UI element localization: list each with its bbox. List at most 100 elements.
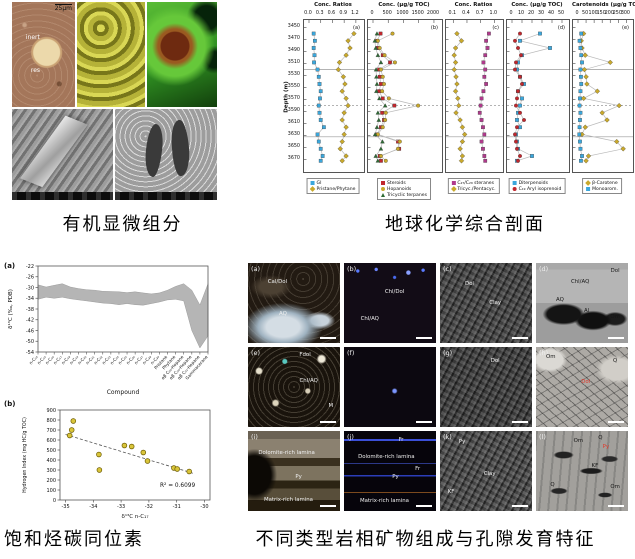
lithofacies-cell-b: (b) Chl/Dol Chl/AQ	[344, 263, 436, 343]
legend-marker-icon	[450, 186, 457, 192]
legend-marker-icon	[310, 181, 315, 185]
x-category-label: n-C₂₀	[77, 354, 88, 365]
legend-item: Pristane/Phytane	[309, 186, 355, 192]
plot-area: (d)	[506, 19, 570, 173]
depth-tick-label: 3510	[287, 60, 300, 66]
legend-label: Diterpenoids	[518, 180, 549, 186]
x-tick-label: 1000	[396, 11, 409, 16]
mineral-label: Dol	[464, 280, 474, 287]
x-tick-label: -33	[117, 504, 125, 510]
lithofacies-caption: 不同类型岩相矿物组成与孔隙发育特征	[255, 529, 596, 550]
x-tick-label: -32	[145, 504, 153, 510]
x-tick-label: 1.0	[489, 11, 498, 16]
legend-marker-icon	[381, 193, 386, 197]
scale-bar	[320, 505, 336, 507]
organic-matter-patch	[142, 122, 165, 178]
depth-tick-label: 3650	[287, 144, 300, 150]
y-tick-label: -54	[26, 350, 34, 356]
legend-marker-icon	[512, 187, 517, 191]
y-tick-label: 900	[46, 408, 56, 414]
lithofacies-cell-l: (l) Om Q Py KF Q Om	[536, 431, 628, 511]
x-category-label: n-C₂₅	[117, 354, 128, 365]
isotope-charts-panel: (a) -22 -26 -30 -34 -38 -42 -46 -50 -54 n-C₁₄ n-C₁…	[0, 258, 242, 558]
mineral-label: Dol	[610, 268, 620, 274]
x-tick-label: 0.1	[448, 11, 457, 16]
y-tick-label: 300	[46, 468, 56, 474]
scatter-x-axis-label: δ¹³C n-C₁₇	[121, 513, 148, 520]
depth-tick-label: 3490	[287, 48, 300, 54]
lithofacies-cell-g: (g) Dol	[440, 347, 532, 427]
mineral-label: Om	[545, 353, 556, 360]
band-chart-svg: -22-26-30-34-38-42-46-50-54n-C₁₄n-C₁₅n-C…	[7, 264, 209, 396]
depth-tick-label: 3470	[287, 36, 300, 42]
x-tick-label: 0.4	[462, 11, 470, 16]
column-tick-labels: 0 10 20 30 40 50	[506, 11, 568, 18]
mineral-label: Dolomite-rich lamina	[358, 453, 415, 460]
cell-letter: (a)	[251, 265, 261, 273]
scale-bar	[512, 337, 528, 339]
profile-plot: (a)	[304, 20, 364, 164]
column-tick-labels: 0.0 0.3 0.6 0.9 1.2	[303, 11, 363, 18]
scatter-y-axis-label: Hydrogen Index (mg HC/g TOC)	[22, 417, 28, 493]
column-legend: C₂₇/C₂₉ steranes Tricyc./Pentacyc.	[447, 178, 500, 194]
mineral-label: Chl/AQ	[360, 316, 379, 322]
x-category-label: n-C₂₃	[101, 354, 112, 365]
geochemical-profile-panel: Depth (m) 3450 3470 3490 3510 3530 3550 3570 35…	[283, 2, 635, 248]
y-tick-label: -50	[26, 339, 34, 345]
x-tick-label: 500	[382, 11, 392, 16]
scatter-point	[186, 468, 192, 475]
band-x-axis-label: Compound	[107, 389, 140, 396]
y-tick-label: -34	[26, 296, 34, 302]
profile-column-a: Conc. Ratios 0.0 0.3 0.6 0.9 1.2 (a) GI Pristane…	[303, 2, 365, 207]
column-legend: Steroids Hopanoids Tricyclic terpanes	[377, 178, 431, 200]
x-tick-label: 2000	[426, 11, 440, 16]
legend-label: Monoarom.	[592, 186, 618, 192]
legend-item: Diterpenoids	[512, 180, 562, 186]
profile-column-b: Conc. (μg/g TOC) 0 500 1000 1500 2000 (b) Stero…	[367, 2, 443, 207]
mineral-label: Dol	[490, 358, 500, 365]
depth-tick-label: 3450	[287, 24, 300, 30]
y-tick-label: -38	[26, 307, 34, 313]
depth-tick-label: 3550	[287, 84, 300, 90]
mineral-label: Chl/AQ	[570, 279, 590, 286]
legend-marker-icon	[451, 181, 456, 185]
y-tick-label: 400	[46, 458, 56, 464]
maceral-label: inert	[25, 33, 40, 41]
y-tick-label: -46	[26, 328, 34, 334]
x-category-label: n-C₂₉	[149, 354, 160, 365]
mineral-label: Om	[610, 314, 620, 321]
x-tick-label: 30	[537, 11, 545, 16]
mineral-label: Cal/Dol	[267, 279, 288, 286]
depth-tick-label: 3670	[287, 156, 300, 162]
scale-bar	[512, 505, 528, 507]
legend-item: C₁₉ Aryl isoprenoid	[512, 186, 561, 192]
legend-item: Steroids	[381, 180, 427, 186]
mineral-label: Om	[573, 437, 584, 444]
profile-column-e: Carotenoids (μg/g TOC) 050100150200250300…	[572, 2, 635, 207]
scale-bar	[416, 421, 432, 423]
scatter-point	[66, 432, 73, 439]
mineral-label: Matrix-rich lamina	[359, 498, 409, 505]
y-tick-label: 700	[46, 428, 56, 434]
y-tick-label: -26	[26, 275, 34, 281]
y-tick-label: 200	[46, 478, 56, 484]
scale-bar-label: 25μm	[54, 4, 72, 12]
scatter-point	[140, 449, 147, 456]
y-tick-label: 800	[46, 418, 56, 424]
depth-tick-label: 3570	[287, 96, 300, 102]
x-tick-label: 0.6	[327, 11, 336, 16]
profile-plot: (b)	[368, 20, 442, 163]
x-category-label: n-C₁₅	[36, 354, 47, 365]
panel-letter: (a)	[353, 25, 360, 31]
x-category-label: n-C₁₄	[28, 354, 39, 365]
plot-area: (a)	[303, 19, 365, 173]
profile-plot: (d)	[507, 20, 569, 163]
column-title: Carotenoids (μg/g TOC)	[572, 2, 635, 8]
depth-tick-labels: 3450 3470 3490 3510 3530 3550 3570 3590 3610 3630…	[283, 2, 302, 202]
y-tick-label: 100	[46, 488, 56, 494]
y-tick-label: 500	[46, 448, 56, 454]
yellow-fluorescence-photomicrograph	[77, 2, 145, 107]
x-tick-label: 0.7	[475, 11, 484, 16]
column-legend: Diterpenoids C₁₉ Aryl isoprenoid	[508, 178, 566, 194]
